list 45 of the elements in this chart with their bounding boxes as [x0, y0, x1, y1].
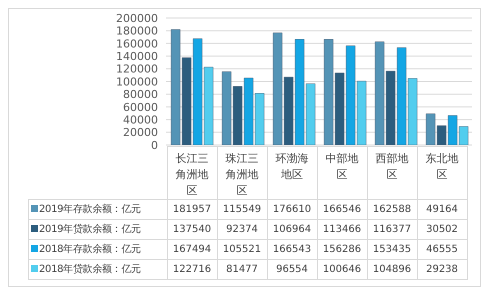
data-label: 167494	[167, 240, 217, 260]
y-tick-label: 80000	[123, 88, 158, 102]
y-tick-label: 40000	[123, 114, 158, 127]
y-tick-label: 200000	[116, 12, 158, 25]
x-tick-label: 珠江三角洲地区	[217, 146, 267, 200]
data-label: 181957	[167, 200, 217, 220]
legend-label: 2018年贷款余额：亿元	[39, 264, 141, 274]
data-label: 46555	[417, 240, 467, 260]
data-label: 166546	[317, 200, 367, 220]
data-label: 115549	[217, 200, 267, 220]
data-label: 105521	[217, 240, 267, 260]
y-tick-label: 0	[151, 138, 158, 152]
data-label: 166543	[267, 240, 317, 260]
data-label: 153435	[367, 240, 417, 260]
data-label: 81477	[217, 260, 267, 280]
data-label: 29238	[417, 260, 467, 280]
data-label: 96554	[267, 260, 317, 280]
data-label: 92374	[217, 220, 267, 240]
data-label: 137540	[167, 220, 217, 240]
data-label: 176610	[267, 200, 317, 220]
data-label: 104896	[367, 260, 417, 280]
y-tick-label: 140000	[116, 50, 158, 64]
data-label: 116377	[367, 220, 417, 240]
data-label: 113466	[317, 220, 367, 240]
x-tick-label: 长江三角洲地区	[167, 146, 217, 200]
y-tick-label: 180000	[116, 24, 158, 38]
data-label: 100646	[317, 260, 367, 280]
y-tick-label: 120000	[116, 62, 158, 76]
data-label: 106964	[267, 220, 317, 240]
legend-label: 2019年贷款余额：亿元	[39, 224, 141, 234]
y-tick-label: 100000	[116, 75, 158, 88]
data-label: 156286	[317, 240, 367, 260]
legend-label: 2018年存款余额：亿元	[39, 244, 141, 254]
x-tick-label: 西部地区	[367, 146, 417, 200]
data-label: 49164	[417, 200, 467, 220]
y-tick-label: 20000	[123, 126, 158, 140]
data-label: 122716	[167, 260, 217, 280]
y-tick-label: 160000	[116, 37, 158, 50]
data-label: 30502	[417, 220, 467, 240]
x-tick-label: 东北地区	[417, 146, 467, 200]
legend-label: 2019年存款余额：亿元	[39, 204, 141, 214]
y-tick-label: 60000	[123, 100, 158, 114]
x-tick-label: 环渤海地区	[267, 146, 317, 200]
data-label: 162588	[367, 200, 417, 220]
x-tick-label: 中部地区	[317, 146, 367, 200]
